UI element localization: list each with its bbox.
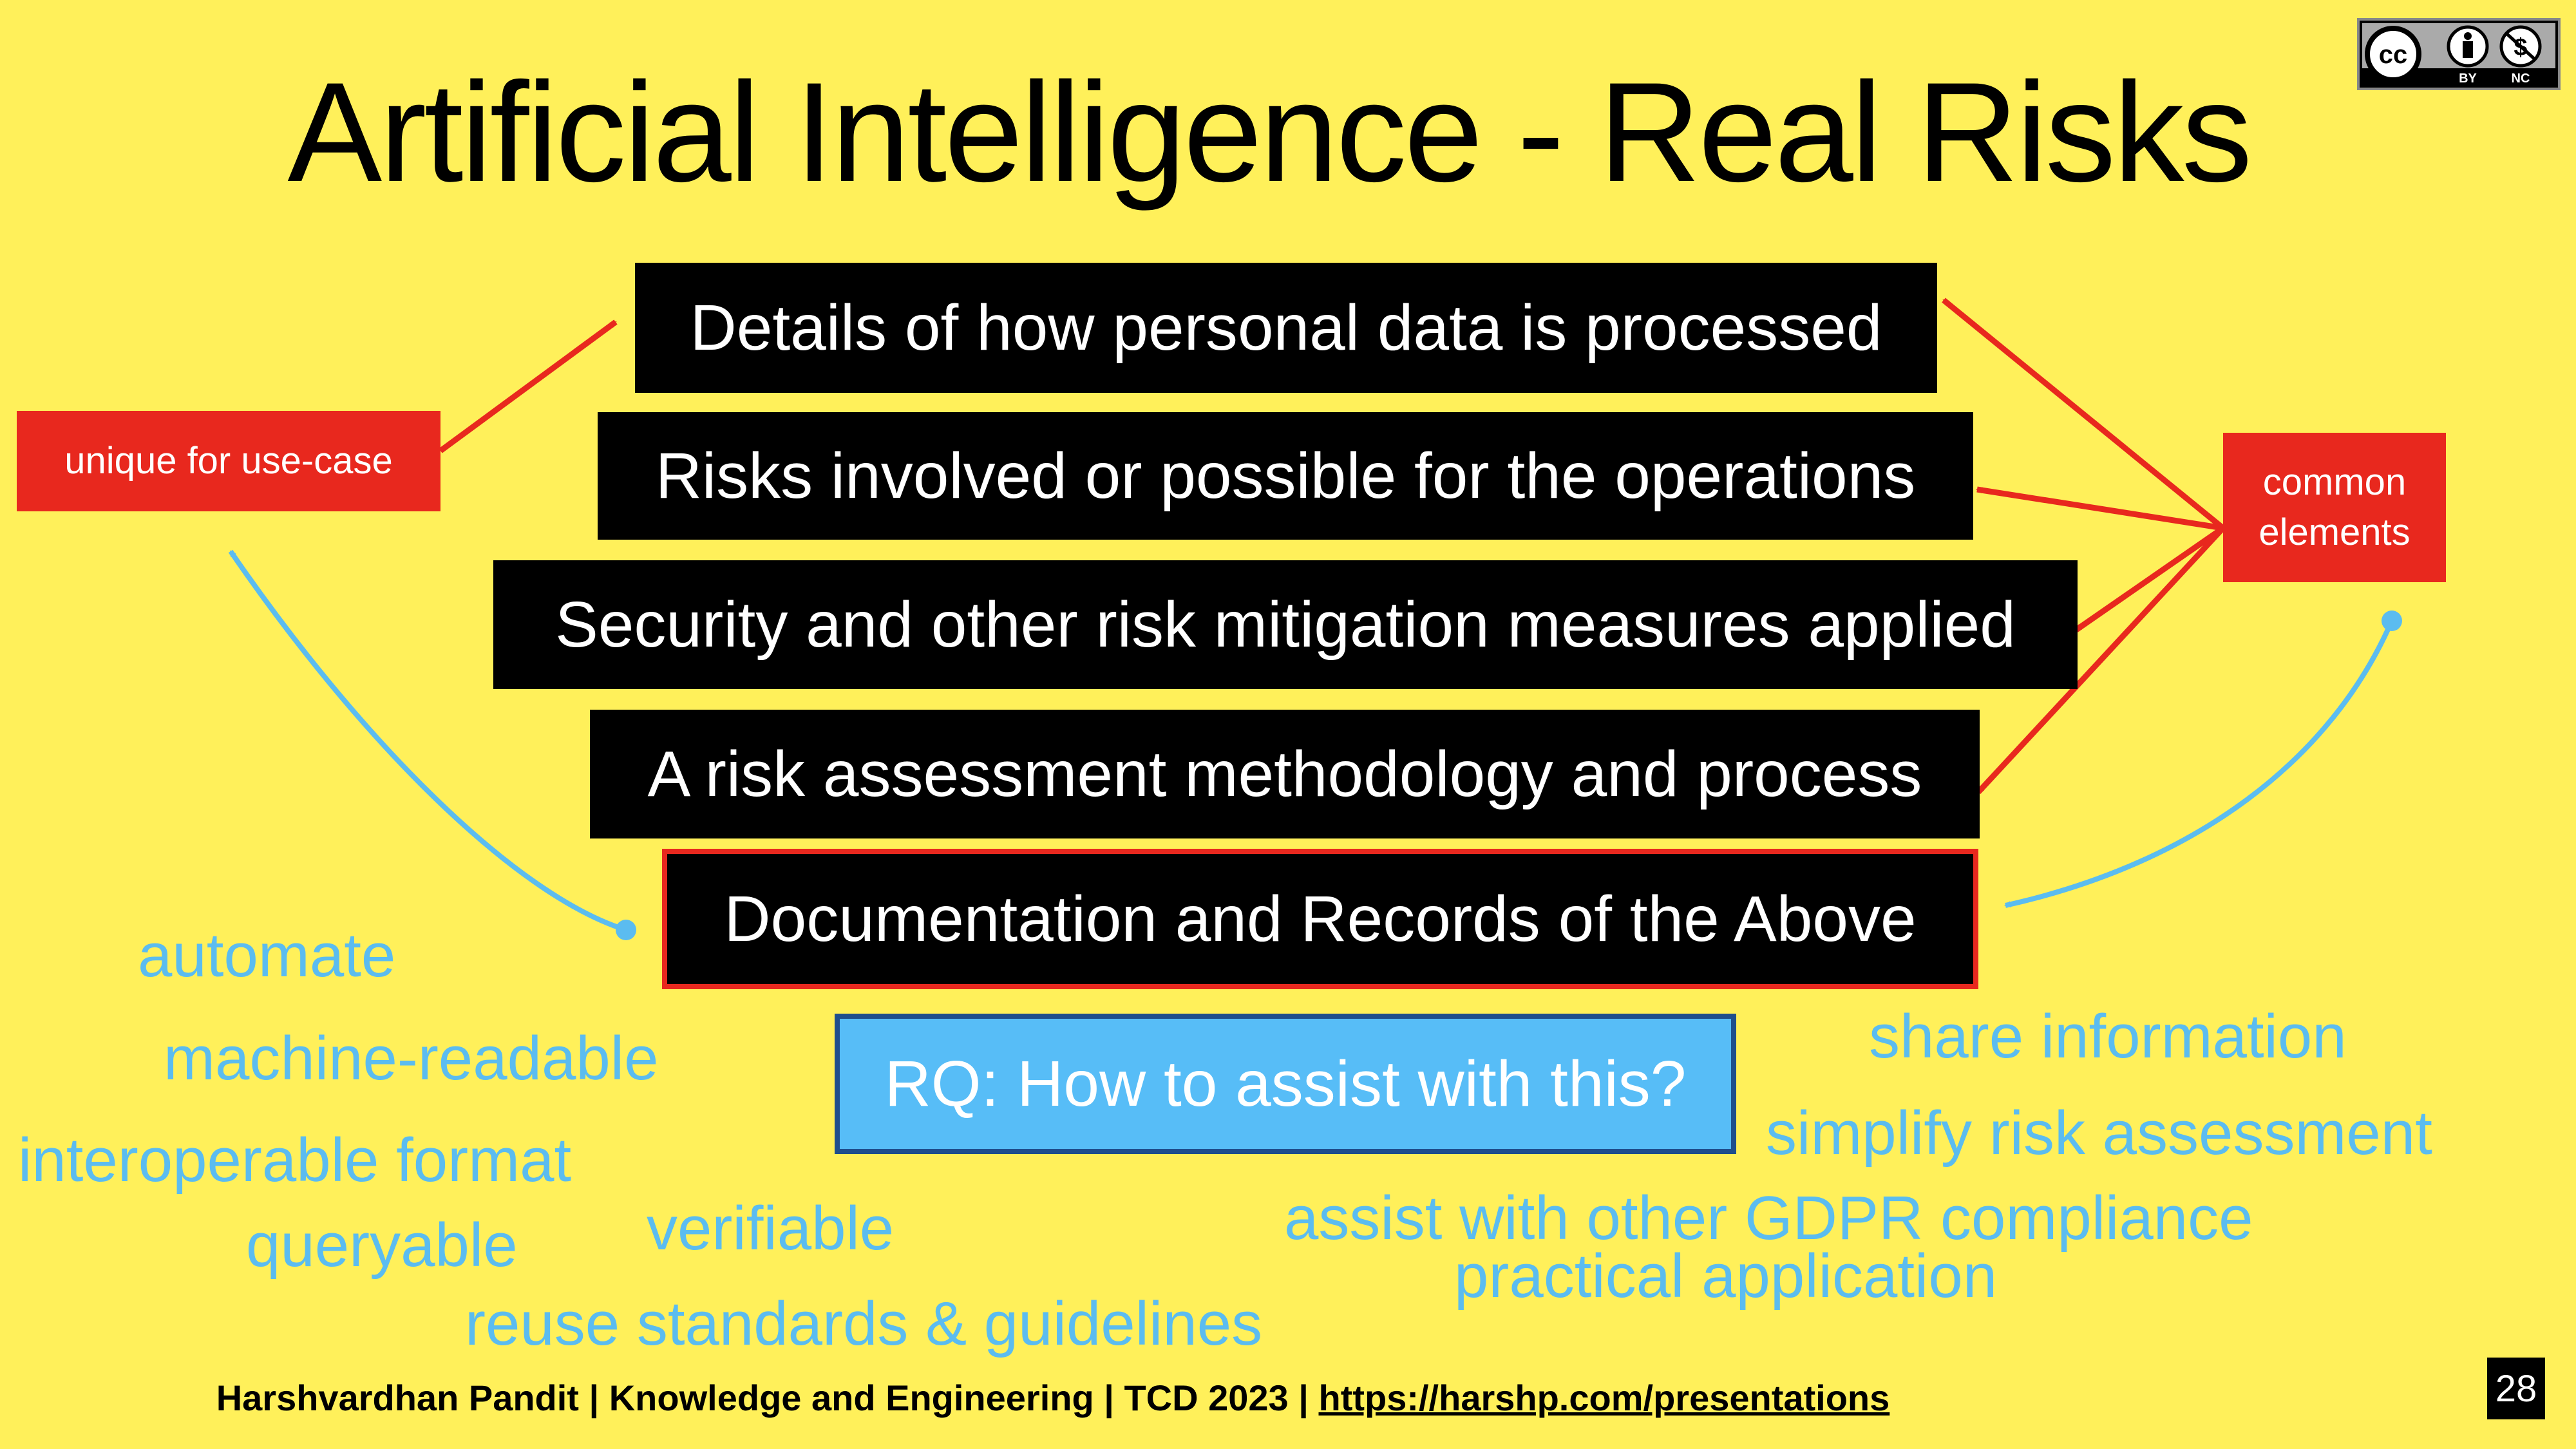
arrow-documentation-to-unique <box>228 549 627 933</box>
benefit-automate: automate <box>138 921 396 990</box>
benefit-verifiable: verifiable <box>647 1194 895 1263</box>
footer: Harshvardhan Pandit | Knowledge and Engi… <box>0 1377 2106 1419</box>
item-security-measures: Security and other risk mitigation measu… <box>493 560 2078 689</box>
footer-link[interactable]: https://harshp.com/presentations <box>1318 1378 1890 1418</box>
footer-text: Harshvardhan Pandit | Knowledge and Engi… <box>216 1378 1319 1418</box>
arrow-common-to-documentation <box>2004 620 2394 908</box>
slide-number: 28 <box>2487 1358 2545 1419</box>
page-title: Artificial Intelligence - Real Risks <box>287 53 2252 211</box>
benefit-simplify-risk-assessment: simplify risk assessment <box>1766 1099 2432 1168</box>
label-common-elements: common elements <box>2223 433 2446 582</box>
item-documentation-records: Documentation and Records of the Above <box>662 849 1978 989</box>
benefit-reuse-standards: reuse standards & guidelines <box>465 1289 1263 1358</box>
benefit-gdpr-compliance: assist with other GDPR compliance <box>1284 1184 2253 1253</box>
item-risks-involved: Risks involved or possible for the opera… <box>598 412 1973 540</box>
item-risk-methodology: A risk assessment methodology and proces… <box>590 710 1980 838</box>
label-unique-for-use-case: unique for use-case <box>17 411 440 511</box>
by-icon: BY <box>2447 25 2489 86</box>
svg-text:NC: NC <box>2512 71 2530 86</box>
svg-text:cc: cc <box>2379 41 2408 69</box>
svg-text:BY: BY <box>2459 71 2477 86</box>
benefit-interoperable-format: interoperable format <box>18 1126 572 1195</box>
arrow-common-to-details <box>1942 298 2225 531</box>
item-details-processing: Details of how personal data is processe… <box>635 263 1937 393</box>
cc-license-badge: cc BY $ NC <box>2357 18 2561 90</box>
arrow-unique-to-details <box>439 319 618 453</box>
benefit-practical-application: practical application <box>1454 1242 1998 1311</box>
arrow-common-to-methodology <box>1976 526 2226 795</box>
arrow-common-to-risks <box>1976 486 2224 531</box>
benefit-machine-readable: machine-readable <box>164 1024 659 1093</box>
cc-icon: cc <box>2365 26 2421 82</box>
benefit-share-information: share information <box>1869 1002 2347 1071</box>
arrow-common-to-security <box>2074 526 2225 632</box>
benefit-queryable: queryable <box>246 1211 518 1280</box>
research-question-box: RQ: How to assist with this? <box>835 1014 1736 1154</box>
nc-icon: $ NC <box>2499 25 2542 86</box>
